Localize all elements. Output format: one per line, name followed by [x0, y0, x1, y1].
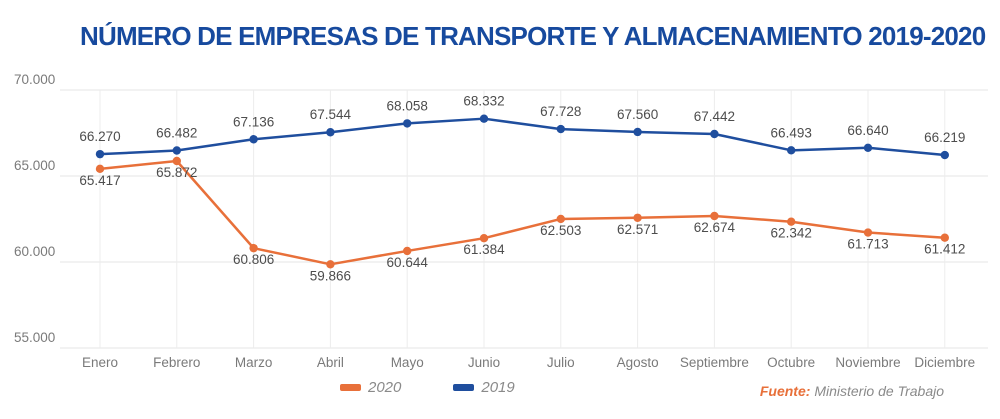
- x-axis-label: Octubre: [767, 355, 815, 370]
- legend-swatch-2019-icon: [453, 384, 475, 391]
- data-label-2020: 62.503: [540, 223, 581, 238]
- data-point-2020: [863, 228, 873, 237]
- data-label-2020: 60.806: [233, 252, 274, 267]
- data-point-2019: [863, 143, 873, 152]
- data-point-2020: [556, 214, 565, 224]
- legend-item-2020: 2020: [340, 379, 401, 396]
- data-label-2020: 65.417: [79, 173, 120, 188]
- source-note: Fuente: Ministerio de Trabajo: [760, 383, 944, 399]
- data-label-2019: 66.270: [79, 129, 120, 144]
- chart-legend: 2020 2019: [340, 379, 515, 396]
- data-point-2020: [940, 233, 949, 242]
- legend-swatch-2020-icon: [340, 384, 361, 391]
- x-axis-label: Abril: [317, 355, 344, 370]
- data-point-2020: [95, 164, 105, 174]
- y-axis-label: 55.000: [14, 330, 55, 345]
- source-text: Ministerio de Trabajo: [814, 383, 944, 399]
- x-axis-label: Septiembre: [680, 355, 749, 370]
- x-axis-label: Mayo: [391, 355, 424, 370]
- data-point-2020: [633, 213, 642, 222]
- data-label-2019: 66.482: [156, 126, 197, 141]
- data-label-2020: 62.342: [771, 226, 812, 241]
- legend-label-2020: 2020: [368, 379, 402, 396]
- data-label-2020: 62.674: [694, 220, 736, 235]
- data-point-2019: [633, 127, 642, 137]
- data-point-2019: [249, 135, 258, 144]
- data-point-2019: [95, 149, 105, 159]
- data-point-2019: [710, 129, 719, 139]
- data-point-2020: [787, 217, 796, 226]
- data-point-2019: [556, 124, 565, 134]
- x-axis-label: Diciembre: [914, 355, 975, 370]
- x-axis-label: Noviembre: [835, 355, 900, 370]
- data-point-2019: [326, 128, 335, 137]
- data-label-2019: 66.493: [771, 125, 812, 140]
- data-label-2020: 61.412: [924, 242, 965, 257]
- data-label-2019: 66.219: [924, 130, 965, 145]
- data-label-2019: 67.544: [310, 107, 352, 122]
- data-point-2020: [710, 211, 719, 221]
- x-axis-label: Agosto: [617, 355, 659, 370]
- y-axis-label: 60.000: [14, 244, 55, 259]
- data-point-2020: [479, 233, 489, 243]
- data-point-2020: [172, 156, 181, 166]
- data-label-2019: 68.058: [387, 98, 428, 113]
- y-axis-label: 70.000: [14, 72, 55, 87]
- source-prefix: Fuente:: [759, 383, 811, 399]
- y-axis-label: 65.000: [14, 158, 55, 173]
- x-axis-label: Marzo: [235, 355, 273, 370]
- legend-label-2019: 2019: [481, 379, 515, 396]
- data-label-2020: 61.384: [463, 242, 505, 257]
- data-label-2019: 68.332: [463, 94, 504, 109]
- chart-title: NÚMERO DE EMPRESAS DE TRANSPORTE Y ALMAC…: [80, 21, 986, 51]
- legend-item-2019: 2019: [453, 379, 515, 396]
- data-label-2020: 59.866: [310, 268, 351, 283]
- data-label-2019: 67.442: [694, 109, 735, 124]
- data-point-2020: [249, 243, 258, 253]
- data-label-2019: 67.560: [617, 107, 658, 122]
- series-line-2019: [98, 117, 947, 157]
- data-label-2020: 61.713: [847, 237, 888, 252]
- data-point-2019: [403, 119, 412, 128]
- x-axis-label: Enero: [82, 355, 118, 370]
- data-point-2019: [479, 114, 489, 123]
- data-point-2020: [326, 260, 335, 269]
- x-axis-label: Junio: [468, 355, 500, 370]
- data-point-2019: [940, 150, 949, 160]
- data-label-2019: 67.728: [540, 104, 581, 119]
- data-point-2019: [172, 146, 181, 155]
- data-point-2019: [787, 146, 796, 155]
- data-label-2020: 60.644: [387, 255, 429, 270]
- data-point-2020: [403, 246, 412, 256]
- data-label-2020: 65.872: [156, 165, 197, 180]
- data-label-2019: 66.640: [847, 123, 888, 138]
- x-axis-label: Febrero: [153, 355, 200, 370]
- series-line-2020: [98, 159, 947, 266]
- line-chart: 70.000 65.000 60.000 55.000 Enero Febrero Marz…: [14, 72, 988, 370]
- x-axis-label: Julio: [547, 355, 575, 370]
- data-label-2020: 62.571: [617, 222, 658, 237]
- data-label-2019: 67.136: [233, 114, 274, 129]
